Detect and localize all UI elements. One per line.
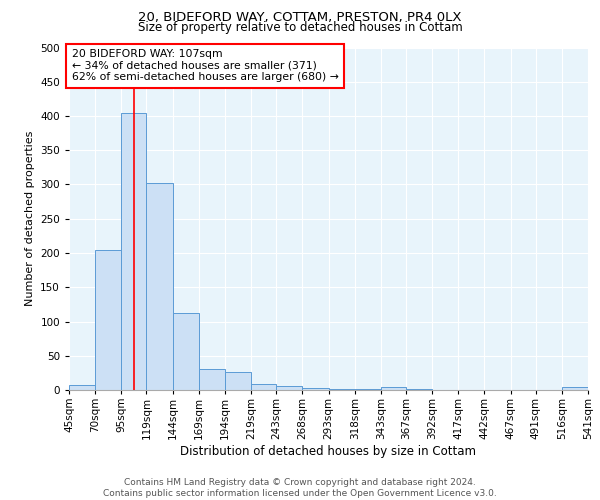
Bar (121, 112, 146, 390)
Bar (302, 388, 329, 390)
X-axis label: Distribution of detached houses by size in Cottam: Distribution of detached houses by size … (181, 444, 476, 458)
Bar (69, 384, 95, 390)
Bar (199, 370, 225, 390)
Bar (381, 388, 406, 390)
Bar (146, 183, 173, 390)
Text: 20, BIDEFORD WAY, COTTAM, PRESTON, PR4 0LX: 20, BIDEFORD WAY, COTTAM, PRESTON, PR4 0… (138, 11, 462, 24)
Text: Contains HM Land Registry data © Crown copyright and database right 2024.
Contai: Contains HM Land Registry data © Crown c… (103, 478, 497, 498)
Bar (251, 384, 276, 390)
Bar (173, 314, 199, 390)
Bar (225, 372, 251, 390)
Bar (276, 386, 302, 390)
Bar (562, 388, 588, 390)
Bar (95, 250, 121, 390)
Y-axis label: Number of detached properties: Number of detached properties (25, 131, 35, 306)
Text: Size of property relative to detached houses in Cottam: Size of property relative to detached ho… (137, 21, 463, 34)
Bar (329, 388, 355, 390)
Text: 20 BIDEFORD WAY: 107sqm
← 34% of detached houses are smaller (371)
62% of semi-d: 20 BIDEFORD WAY: 107sqm ← 34% of detache… (71, 49, 338, 82)
